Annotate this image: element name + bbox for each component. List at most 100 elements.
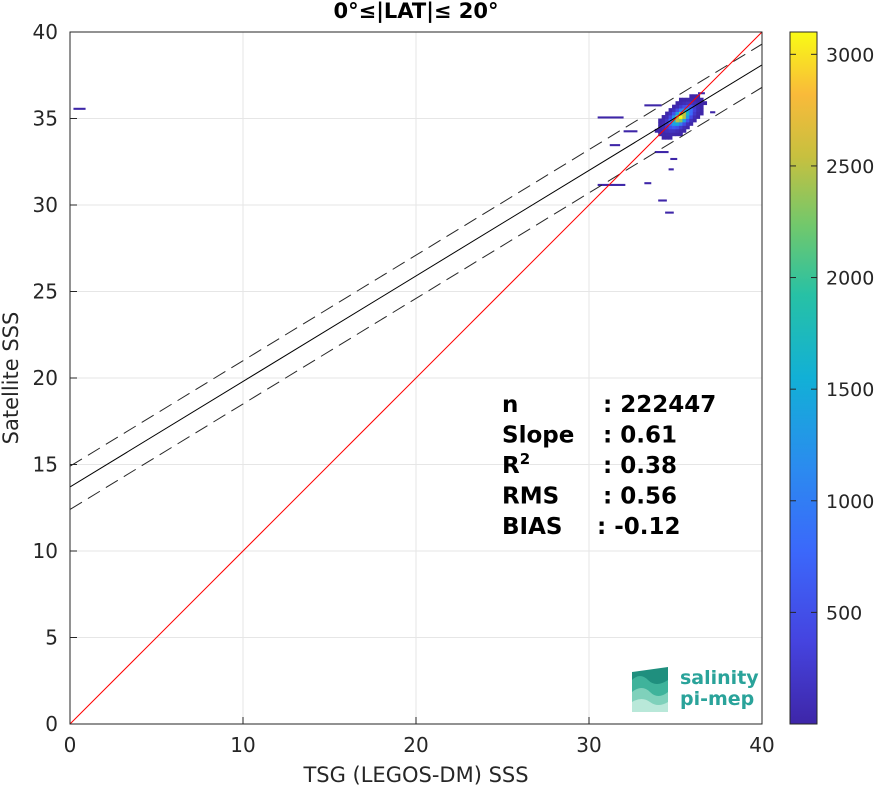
density-cell	[672, 104, 676, 109]
density-cell	[597, 183, 626, 186]
density-cell	[682, 115, 687, 119]
density-cell	[678, 125, 683, 130]
density-cell	[699, 104, 704, 109]
density-cell	[692, 108, 697, 112]
density-cell	[668, 168, 674, 171]
density-cell	[678, 132, 683, 137]
stat-value: : 0.56	[603, 484, 677, 510]
density-cell	[665, 115, 669, 119]
density-cell	[696, 111, 701, 116]
stat-value: : 0.61	[603, 423, 677, 449]
density-cell	[710, 111, 716, 114]
y-tick-label: 10	[33, 539, 58, 563]
y-tick-label: 0	[45, 712, 58, 736]
stat-label: n	[502, 392, 518, 418]
fit-upper-line	[70, 43, 762, 467]
colorbar-tick-label: 1500	[826, 379, 874, 401]
density-cell	[672, 111, 676, 116]
colorbar-tick-label: 2000	[826, 268, 874, 290]
density-cell	[678, 101, 683, 106]
density-cell	[665, 121, 669, 126]
density-cell	[665, 132, 669, 137]
density-cell	[689, 121, 694, 126]
density-cell	[685, 101, 690, 106]
y-tick-label: 20	[33, 366, 58, 390]
density-cell	[675, 125, 680, 130]
fit-line	[70, 64, 762, 488]
density-cell	[689, 97, 694, 102]
density-cell	[670, 157, 678, 161]
density-cell	[675, 108, 680, 112]
density-cell	[696, 115, 701, 119]
x-tick-label: 30	[576, 733, 601, 757]
density-cell	[689, 115, 694, 119]
density-cell	[675, 121, 680, 126]
density-cell	[665, 128, 669, 133]
y-tick-label: 5	[45, 626, 58, 650]
colorbar-tick-label: 3000	[826, 44, 874, 66]
density-cell	[672, 132, 676, 137]
density-cell	[668, 108, 673, 112]
density-cell	[675, 128, 680, 133]
density-cell	[682, 121, 687, 126]
y-tick-label: 15	[33, 453, 58, 477]
density-cell	[672, 115, 676, 119]
colorbar-tick-label: 500	[826, 602, 862, 624]
density-cell	[685, 121, 690, 126]
density-cell	[668, 115, 673, 119]
stat-label: BIAS	[502, 514, 562, 540]
density-cell	[672, 108, 676, 112]
density-cell	[699, 108, 704, 112]
logo-line2: pi-mep	[680, 688, 754, 710]
y-tick-label: 40	[33, 20, 58, 44]
density-cell	[672, 125, 676, 130]
density-cell	[668, 135, 673, 140]
stat-value: : 222447	[603, 392, 716, 418]
density-cell	[689, 118, 694, 123]
density-cell	[665, 111, 669, 116]
density-cell	[689, 104, 694, 109]
x-tick-label: 0	[64, 733, 77, 757]
density-cell	[682, 128, 687, 133]
y-tick-label: 30	[33, 193, 58, 217]
density-cell	[685, 115, 690, 119]
density-cell	[675, 111, 680, 116]
density-cell	[678, 121, 683, 126]
density-cell	[685, 97, 690, 102]
density-cell	[692, 118, 697, 123]
density-cell	[682, 111, 687, 116]
density-cell	[689, 94, 694, 99]
density-cell	[665, 118, 669, 123]
density-cell	[675, 132, 680, 137]
density-cell	[678, 128, 683, 133]
density-cell	[682, 104, 687, 109]
x-tick-label: 20	[403, 733, 428, 757]
density-cell	[699, 97, 704, 102]
density-cell	[658, 118, 663, 123]
density-cell	[692, 115, 697, 119]
density-cell	[644, 104, 662, 107]
axis-ticks: 0 10 20 30 40 0 5 10 15 20 25 30 35 40	[33, 20, 775, 757]
logo-line1: salinity	[680, 667, 759, 689]
density-cell	[696, 97, 701, 102]
colorbar	[789, 31, 818, 725]
density-cell	[685, 125, 690, 130]
density-cell	[678, 118, 683, 123]
density-cell	[696, 108, 701, 112]
density-cell	[661, 135, 666, 140]
density-cell	[661, 118, 666, 123]
x-tick-label: 40	[749, 733, 774, 757]
density-cell	[692, 104, 697, 109]
density-cell	[73, 107, 86, 110]
density-cell	[665, 135, 669, 140]
density-cell	[609, 144, 621, 147]
density-cell	[668, 128, 673, 133]
density-cell	[672, 121, 676, 126]
density-cell	[668, 125, 673, 130]
density-cell	[644, 182, 652, 185]
density-cell	[654, 151, 669, 154]
density-cell	[699, 101, 704, 106]
density-cell	[672, 128, 676, 133]
